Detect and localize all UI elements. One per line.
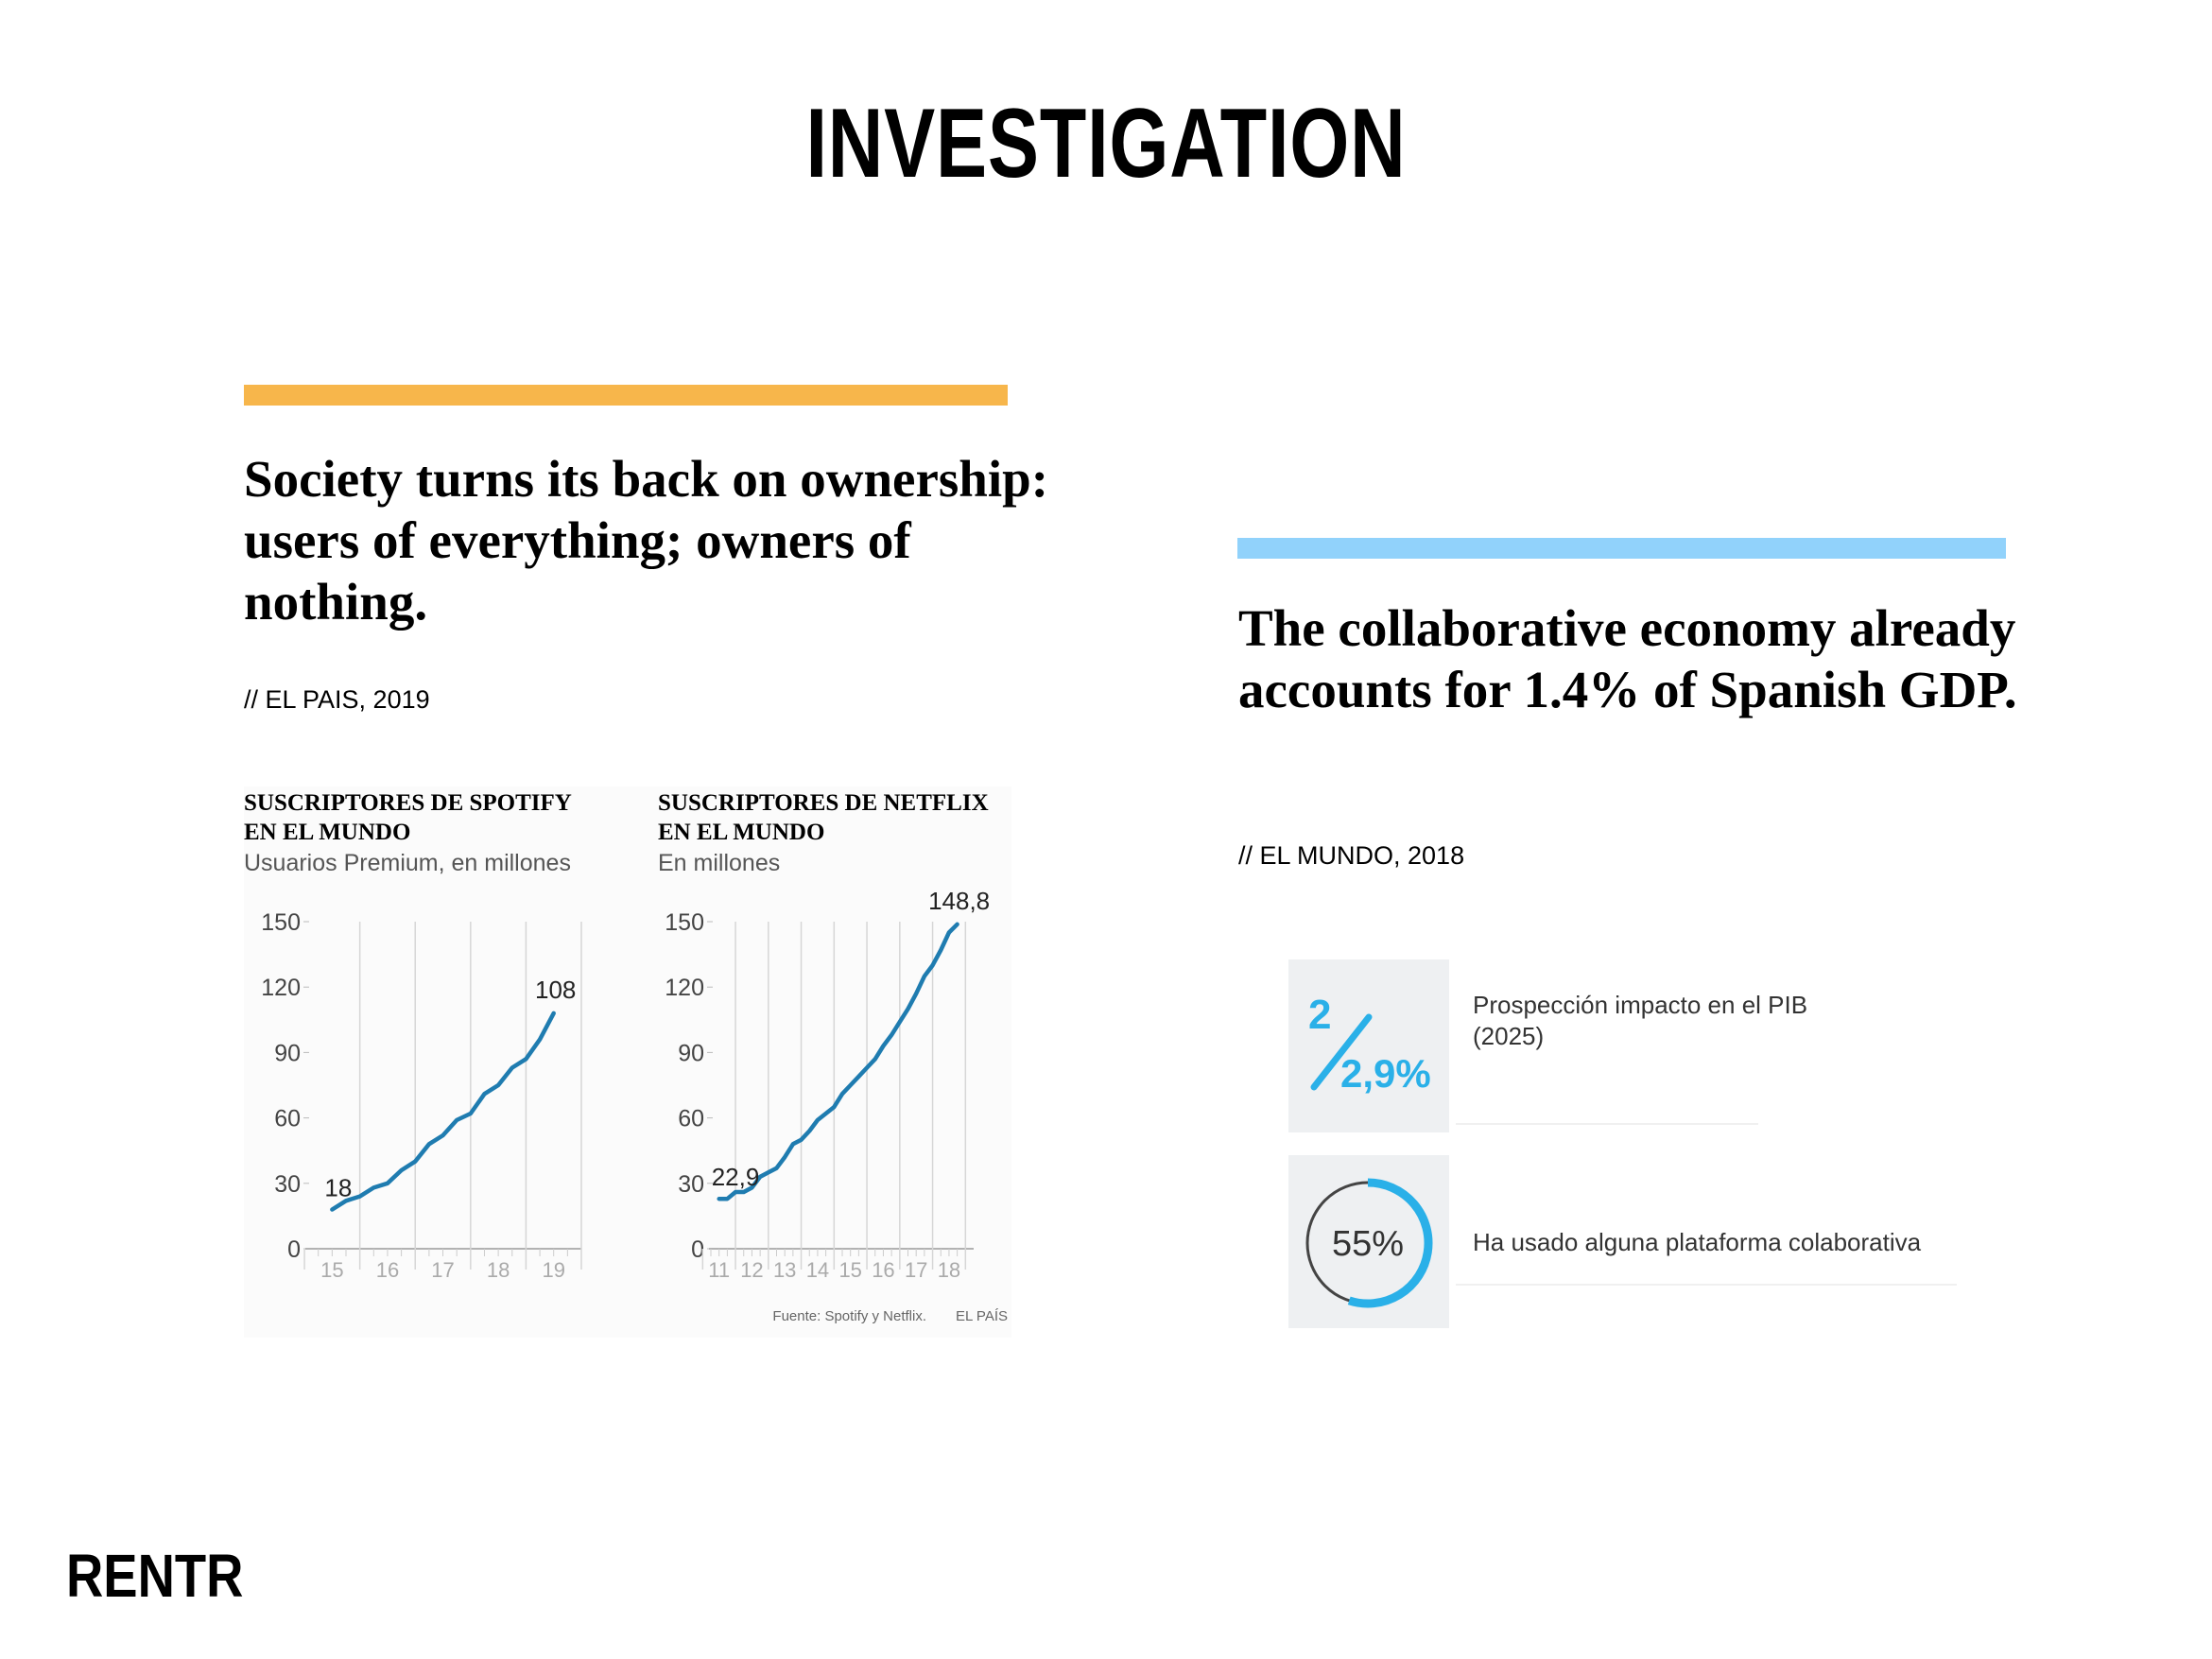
series-line <box>330 1011 556 1212</box>
x-tick-label: 19 <box>542 1258 564 1282</box>
y-tick-label: 60 <box>274 1106 301 1132</box>
y-tick-label: 90 <box>678 1040 704 1066</box>
x-tick-label: 16 <box>872 1258 894 1282</box>
right-headline: The collaborative economy already accoun… <box>1238 599 2017 718</box>
usage-percent: 55% <box>1332 1224 1404 1264</box>
stat-divider <box>1456 1284 1957 1286</box>
x-tick-label: 11 <box>708 1258 730 1282</box>
gdp-fraction-numerator: 2 <box>1308 992 1331 1038</box>
x-tick-label: 16 <box>376 1258 399 1282</box>
netflix-chart-title: SUSCRIPTORES DE NETFLIX EN EL MUNDO <box>658 790 989 845</box>
stat-divider <box>1456 1123 1758 1125</box>
netflix-chart-header: SUSCRIPTORES DE NETFLIX EN EL MUNDO En m… <box>658 788 1036 877</box>
gdp-fraction: 2 2,9% <box>1308 992 1431 1096</box>
left-accent-bar <box>244 385 1008 406</box>
usage-stat-label: Ha usado alguna plataforma colaborativa <box>1473 1228 1922 1256</box>
rentr-logo: RENTR <box>66 1542 244 1610</box>
end-value-label: 148,8 <box>928 887 990 915</box>
y-tick-label: 30 <box>678 1171 704 1198</box>
chart-credit: Fuente: Spotify y Netflix. <box>772 1308 926 1324</box>
start-value-label: 18 <box>324 1173 352 1201</box>
x-tick-label: 15 <box>838 1258 861 1282</box>
right-source: // EL MUNDO, 2018 <box>1238 841 1465 870</box>
spotify-chart-subtitle: Usuarios Premium, en millones <box>244 850 571 876</box>
left-headline: Society turns its back on ownership: use… <box>244 450 1049 631</box>
y-tick-label: 90 <box>274 1040 301 1066</box>
ring-progress <box>1347 1178 1433 1308</box>
x-tick-label: 13 <box>773 1258 796 1282</box>
netflix-chart-subtitle: En millones <box>658 850 781 876</box>
x-tick-label: 18 <box>487 1258 510 1282</box>
y-tick-label: 0 <box>691 1236 704 1263</box>
series-line <box>717 922 959 1201</box>
spotify-chart-header: SUSCRIPTORES DE SPOTIFY EN EL MUNDO Usua… <box>244 788 641 877</box>
x-tick-label: 17 <box>431 1258 454 1282</box>
page-title: INVESTIGATION <box>805 89 1407 199</box>
x-tick-label: 14 <box>806 1258 829 1282</box>
spotify-chart-title: SUSCRIPTORES DE SPOTIFY EN EL MUNDO <box>244 790 572 845</box>
gdp-stat-label: Prospección impacto en el PIB (2025) <box>1473 991 1808 1050</box>
y-tick-label: 0 <box>287 1236 301 1263</box>
x-tick-label: 17 <box>905 1258 927 1282</box>
x-tick-label: 18 <box>938 1258 960 1282</box>
x-tick-label: 12 <box>740 1258 763 1282</box>
fraction-slash-icon <box>1310 1013 1373 1091</box>
y-tick-label: 150 <box>665 909 704 936</box>
usage-ring: 55% <box>1305 1178 1433 1308</box>
y-tick-label: 60 <box>678 1106 704 1132</box>
end-value-label: 108 <box>535 976 576 1004</box>
charts-panel <box>244 786 1011 1338</box>
y-tick-label: 150 <box>261 909 301 936</box>
x-tick-label: 15 <box>320 1258 343 1282</box>
y-tick-label: 120 <box>261 975 301 1001</box>
y-tick-label: 30 <box>274 1171 301 1198</box>
right-accent-bar <box>1237 538 2006 559</box>
start-value-label: 22,9 <box>712 1163 760 1191</box>
gdp-stat-box <box>1288 959 1449 1132</box>
y-tick-label: 120 <box>665 975 704 1001</box>
left-source: // EL PAIS, 2019 <box>244 685 430 714</box>
chart-publisher: EL PAÍS <box>956 1308 1008 1324</box>
gdp-fraction-denominator: 2,9% <box>1340 1051 1431 1096</box>
